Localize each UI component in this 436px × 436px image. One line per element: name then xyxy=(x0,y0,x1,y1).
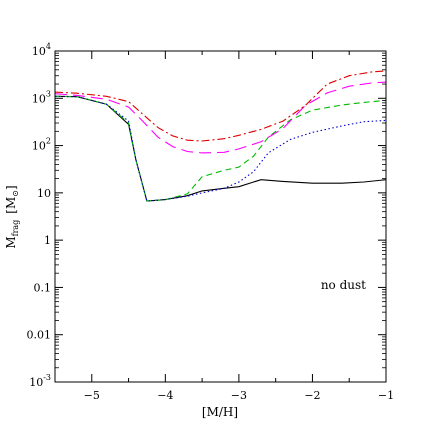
series-layer xyxy=(54,70,387,202)
series-line-4 xyxy=(54,81,387,154)
y-tick-label: 0.01 xyxy=(27,329,52,342)
y-tick-label-base: 10 xyxy=(29,376,43,389)
y-axis-title-symbol: M xyxy=(4,236,18,248)
y-tick-label: 103 xyxy=(32,89,51,105)
y-tick-label: 102 xyxy=(32,137,51,153)
y-tick-label-base: 10 xyxy=(37,187,51,200)
x-tick-label: −2 xyxy=(304,389,320,402)
y-axis-title-unit-open: [M xyxy=(4,197,18,214)
y-tick-label-exponent: 3 xyxy=(46,89,51,98)
y-tick-label-base: 0.01 xyxy=(27,329,52,342)
y-tick-label: 0.1 xyxy=(34,281,52,294)
x-axis-title: [M/H] xyxy=(202,405,238,419)
y-tick-label: 1 xyxy=(44,234,51,247)
y-tick-label-base: 10 xyxy=(32,45,46,58)
y-tick-label: 10-3 xyxy=(29,373,51,389)
y-axis-title-unit-close: ] xyxy=(4,185,18,190)
y-axis-title-unit-sub: ⊙ xyxy=(11,190,20,197)
y-tick-label-base: 10 xyxy=(32,92,46,105)
plot-frame xyxy=(54,50,387,383)
y-tick-label-base: 1 xyxy=(44,234,51,247)
y-tick-label: 104 xyxy=(32,42,51,58)
series-line-2 xyxy=(54,95,387,202)
x-tick-label: −4 xyxy=(157,389,173,402)
y-tick-label-exponent: 4 xyxy=(46,42,51,51)
annotation-no-dust: no dust xyxy=(321,278,366,292)
y-axis-title: Mfrag [M⊙] xyxy=(4,185,20,248)
x-tick-label: −1 xyxy=(378,389,394,402)
y-tick-label-exponent: -3 xyxy=(43,373,51,382)
x-tick-label: −5 xyxy=(84,389,100,402)
y-tick-label-base: 0.1 xyxy=(34,281,52,294)
y-tick-label: 10 xyxy=(37,187,51,200)
series-line-5 xyxy=(54,70,387,142)
y-tick-label-exponent: 2 xyxy=(46,137,51,146)
x-tick-labels: −5 −4 −3 −2 −1 xyxy=(84,389,394,402)
y-tick-label-base: 10 xyxy=(32,140,46,153)
series-line-3 xyxy=(54,95,387,202)
series-line-1 xyxy=(54,95,387,202)
tick-marks xyxy=(54,50,386,383)
y-axis-title-subscript: frag xyxy=(11,220,20,237)
x-tick-label: −3 xyxy=(231,389,247,402)
